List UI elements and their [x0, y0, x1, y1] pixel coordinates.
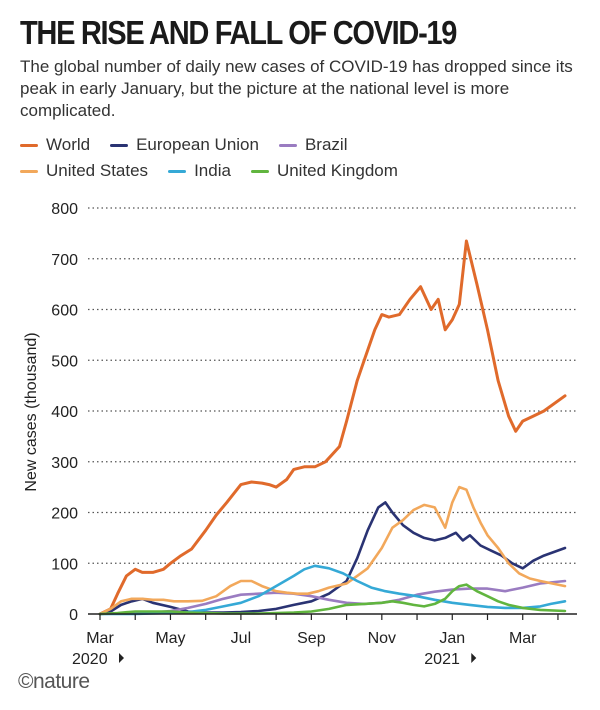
y-tick-label: 100 — [51, 556, 78, 573]
legend-swatch-world — [20, 143, 38, 147]
y-tick-label: 800 — [51, 201, 78, 218]
y-tick-label: 500 — [51, 353, 78, 370]
y-tick-label: 200 — [51, 506, 78, 523]
legend-item-us: United States — [20, 161, 148, 181]
x-tick-label: Sep — [297, 630, 326, 647]
legend-label-us: United States — [46, 161, 149, 180]
legend-row-2: United States India United Kingdom — [20, 158, 590, 184]
legend-swatch-eu — [110, 143, 129, 147]
y-tick-label: 700 — [51, 252, 78, 269]
y-tick-label: 400 — [51, 404, 78, 421]
x-tick-label: May — [155, 630, 185, 647]
x-tick-label: Mar — [509, 630, 537, 647]
y-axis-label: New cases (thousand) — [23, 332, 40, 491]
legend-item-brazil: Brazil — [278, 135, 348, 155]
legend-item-eu: European Union — [110, 135, 259, 155]
chart-title: THE RISE AND FALL OF COVID-19 — [20, 14, 457, 51]
legend-swatch-uk — [250, 169, 269, 173]
y-tick-label: 300 — [51, 455, 78, 472]
legend-label-india: India — [194, 161, 231, 180]
legend-row-1: World European Union Brazil — [20, 132, 590, 158]
series-lines — [98, 239, 567, 616]
legend-label-uk: United Kingdom — [276, 161, 398, 180]
series-line-european-union — [98, 501, 567, 616]
legend: World European Union Brazil United State… — [20, 132, 590, 184]
x-tick-label: Nov — [368, 630, 396, 647]
year-arrow-icon — [471, 653, 477, 663]
nature-logo: ©nature — [18, 670, 90, 693]
y-tick-labels: 0 100 200 300 400 500 600 700 800 — [51, 201, 78, 624]
chart-subtitle: The global number of daily new cases of … — [20, 57, 573, 120]
legend-item-india: India — [168, 161, 231, 181]
x-axis: Mar May Jul Sep Nov Jan Mar 2020 2021 — [72, 613, 577, 668]
x-tick-label: Jan — [439, 630, 465, 647]
legend-swatch-india — [168, 169, 187, 173]
legend-label-brazil: Brazil — [304, 135, 348, 154]
legend-item-world: World — [20, 135, 90, 155]
year-label: 2021 — [424, 651, 460, 668]
series-line-brazil — [98, 579, 567, 616]
legend-item-uk: United Kingdom — [250, 161, 398, 181]
legend-swatch-us — [20, 169, 38, 173]
legend-label-eu: European Union — [136, 135, 259, 154]
series-line-united-kingdom — [98, 583, 567, 616]
x-tick-label: Jul — [231, 630, 251, 647]
legend-swatch-brazil — [278, 143, 297, 147]
year-label: 2020 — [72, 651, 108, 668]
legend-label-world: World — [46, 135, 91, 154]
series-line-world — [98, 239, 567, 616]
y-tick-label: 600 — [51, 303, 78, 320]
x-tick-label: Mar — [86, 630, 114, 647]
y-tick-label: 0 — [69, 607, 78, 624]
series-line-united-states — [98, 485, 567, 616]
grid-lines — [88, 207, 577, 564]
year-arrow-icon — [119, 653, 124, 663]
